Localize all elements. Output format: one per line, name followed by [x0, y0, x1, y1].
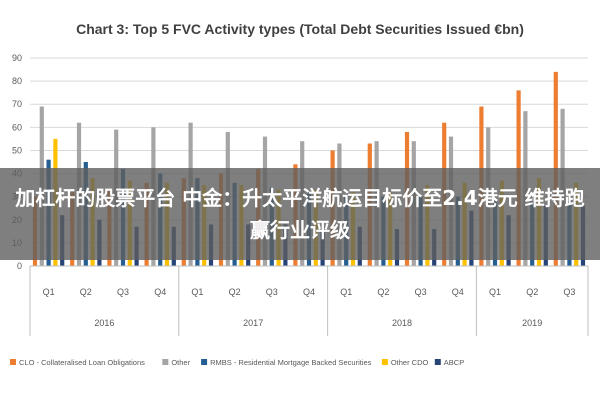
y-tick-label: 70 [12, 99, 22, 109]
y-tick-label: 50 [12, 145, 22, 155]
y-tick-label: 60 [12, 122, 22, 132]
y-tick-label: 0 [17, 261, 22, 271]
x-tick-label: Q1 [489, 287, 501, 297]
legend: CLO - Collateralised Loan Obligations Oth… [10, 358, 464, 367]
headline-overlay[interactable]: 加杠杆的股票平台 中金：升太平洋航运目标价至2.4港元 维持跑赢行业评级 [0, 168, 600, 260]
x-tick-label: Q3 [563, 287, 575, 297]
x-tick-label: Q4 [154, 287, 166, 297]
x-tick-label: Q4 [303, 287, 315, 297]
x-tick-label: Q4 [452, 287, 464, 297]
legend-label: Other CDO [391, 358, 429, 367]
x-tick-label: Q1 [191, 287, 203, 297]
headline-overlay-text: 加杠杆的股票平台 中金：升太平洋航运目标价至2.4港元 维持跑赢行业评级 [15, 186, 585, 242]
x-tick-label: Q2 [377, 287, 389, 297]
year-label: 2017 [243, 318, 263, 328]
y-tick-label: 80 [12, 76, 22, 86]
year-label: 2019 [522, 318, 542, 328]
x-tick-label: Q1 [340, 287, 352, 297]
legend-label: RMBS - Residential Mortgage Backed Secur… [210, 358, 372, 367]
legend-swatch [381, 359, 388, 365]
legend-swatch [10, 359, 16, 365]
legend-label: ABCP [444, 358, 464, 367]
legend-swatch [434, 359, 441, 365]
x-axis: Q1 Q2 Q3 Q4 Q1 Q2 Q3 Q4 Q1 Q2 Q3 Q4 Q1 Q2 Q3 2016 2017 20… [29, 265, 589, 336]
legend-label: Other [171, 358, 190, 367]
legend-swatch [162, 359, 169, 365]
legend-swatch [201, 359, 208, 365]
x-tick-label: Q2 [229, 287, 241, 297]
x-tick-label: Q3 [117, 287, 129, 297]
x-tick-label: Q3 [415, 287, 427, 297]
year-label: 2018 [392, 318, 412, 328]
x-tick-label: Q1 [43, 287, 55, 297]
legend-label: CLO - Collateralised Loan Obligations [19, 358, 145, 367]
y-tick-label: 90 [12, 53, 22, 63]
chart-title: Chart 3: Top 5 FVC Activity types (Total… [76, 21, 524, 37]
year-label: 2016 [94, 318, 114, 328]
x-tick-label: Q2 [80, 287, 92, 297]
x-tick-label: Q3 [266, 287, 278, 297]
x-tick-label: Q2 [526, 287, 538, 297]
